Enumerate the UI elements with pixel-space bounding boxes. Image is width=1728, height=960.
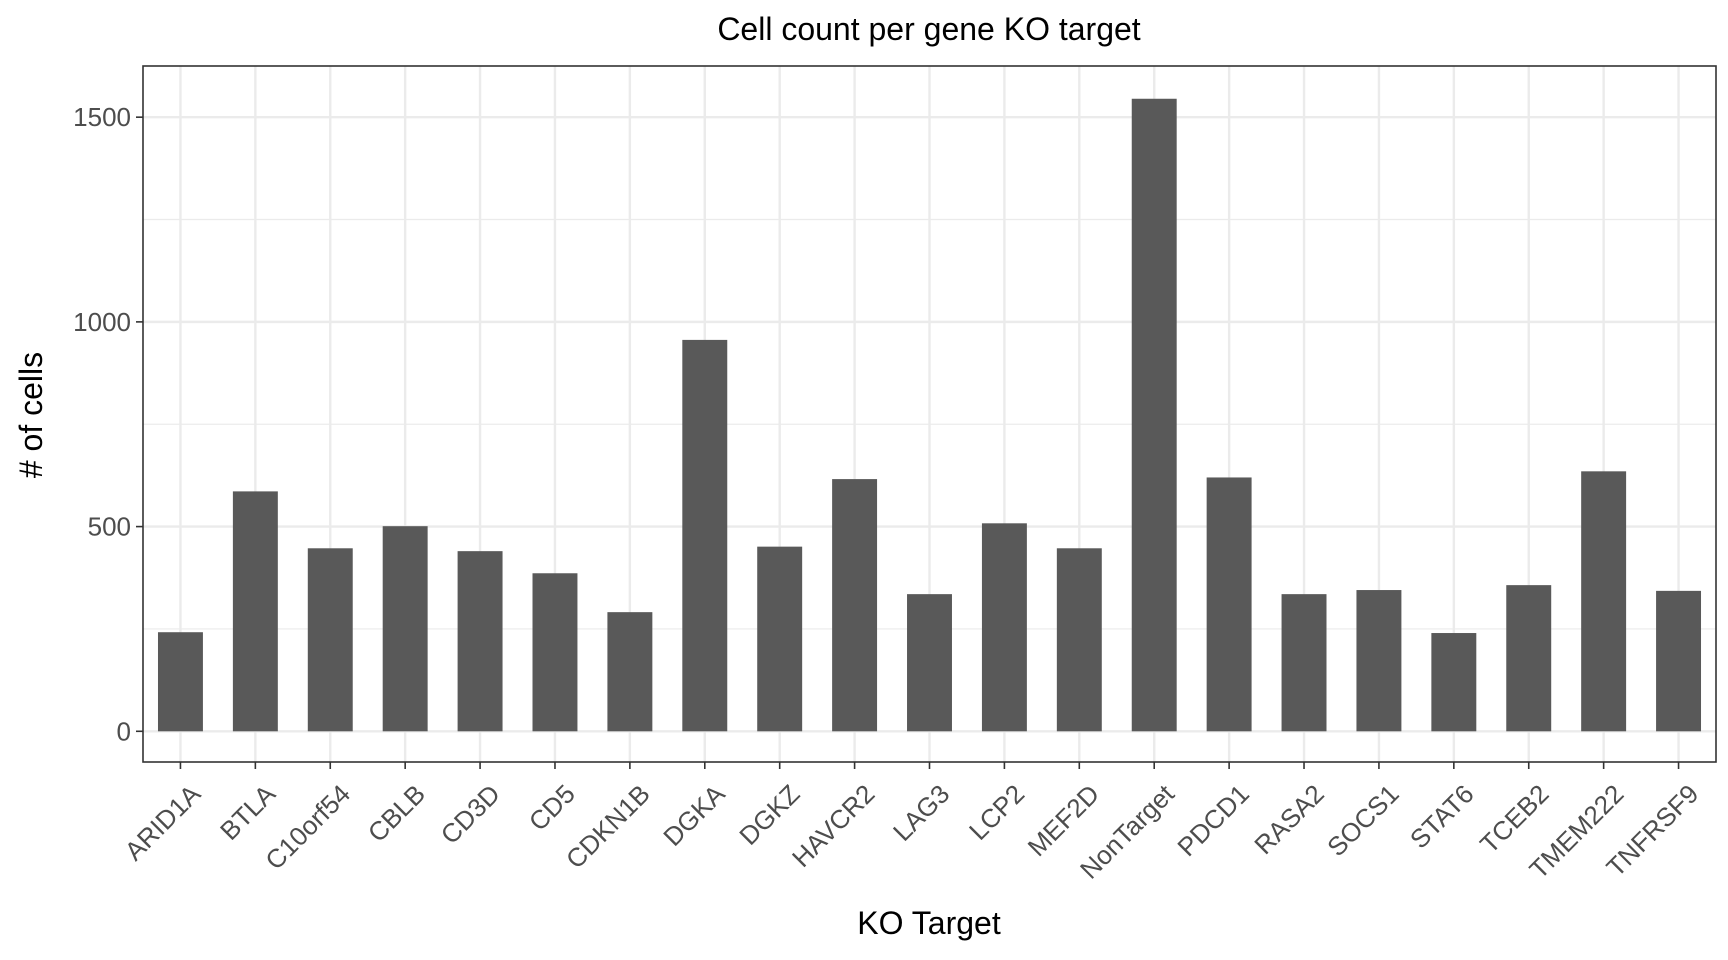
x-tick-label-SOCS1: SOCS1 <box>1321 779 1405 863</box>
y-axis-title: # of cells <box>13 352 49 478</box>
x-tick-label-PDCD1: PDCD1 <box>1171 779 1255 863</box>
y-tick-label: 0 <box>117 716 131 746</box>
bar-RASA2 <box>1281 594 1327 732</box>
bar-TMEM222 <box>1581 471 1627 732</box>
y-tick-label: 500 <box>88 512 131 542</box>
x-tick-label-CD3D: CD3D <box>435 779 506 850</box>
bar-CD5 <box>532 573 578 732</box>
y-tick-label: 1000 <box>73 307 131 337</box>
x-tick-label-STAT6: STAT6 <box>1404 779 1480 855</box>
x-tick-label-CD5: CD5 <box>523 779 581 837</box>
bars <box>157 98 1702 732</box>
x-tick-label-BTLA: BTLA <box>214 778 282 846</box>
bar-TCEB2 <box>1506 585 1552 732</box>
bar-NonTarget <box>1131 98 1177 732</box>
bar-TNFRSF9 <box>1656 590 1702 732</box>
y-tick-label: 1500 <box>73 102 131 132</box>
bar-PDCD1 <box>1206 477 1252 732</box>
bar-BTLA <box>232 491 278 732</box>
bar-C10orf54 <box>307 548 353 732</box>
bar-SOCS1 <box>1356 590 1402 732</box>
bar-HAVCR2 <box>832 479 878 732</box>
y-axis: 0 500 1000 1500 <box>73 102 143 746</box>
bar-DGKZ <box>757 546 803 732</box>
bar-CBLB <box>382 526 428 732</box>
x-tick-label-ARID1A: ARID1A <box>119 778 207 866</box>
x-tick-label-HAVCR2: HAVCR2 <box>786 779 880 873</box>
x-tick-label-CBLB: CBLB <box>362 779 431 848</box>
bar-ARID1A <box>157 632 203 732</box>
x-tick-label-LAG3: LAG3 <box>887 779 955 847</box>
x-tick-label-DGKA: DGKA <box>657 778 731 852</box>
bar-MEF2D <box>1056 548 1102 732</box>
x-tick-label-DGKZ: DGKZ <box>733 779 805 851</box>
x-tick-label-CDKN1B: CDKN1B <box>560 779 656 875</box>
bar-DGKA <box>682 339 728 732</box>
bar-LCP2 <box>981 523 1027 732</box>
x-tick-label-LCP2: LCP2 <box>963 779 1030 846</box>
bar-STAT6 <box>1431 633 1477 732</box>
x-axis-title: KO Target <box>857 905 1001 941</box>
chart-title: Cell count per gene KO target <box>717 11 1140 47</box>
bar-CD3D <box>457 551 503 732</box>
x-tick-label-RASA2: RASA2 <box>1248 779 1330 861</box>
bar-LAG3 <box>907 594 952 732</box>
bar-CDKN1B <box>607 612 653 732</box>
